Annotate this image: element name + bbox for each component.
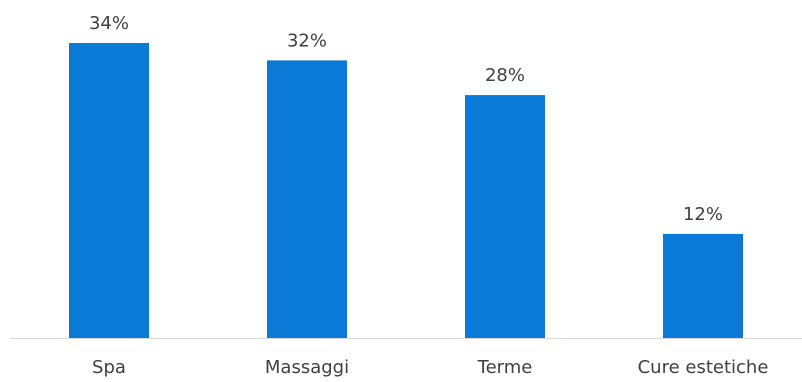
value-label-cure-estetiche: 12%	[683, 204, 723, 225]
value-label-spa: 34%	[89, 13, 129, 34]
bars-group	[69, 43, 743, 339]
value-labels-group: 34% 32% 28% 12%	[89, 13, 723, 225]
value-label-terme: 28%	[485, 65, 525, 86]
bar-spa	[69, 43, 149, 338]
x-tick-label-massaggi: Massaggi	[265, 357, 349, 378]
x-tick-label-terme: Terme	[477, 357, 533, 378]
x-tick-labels-group: Spa Massaggi Terme Cure estetiche	[92, 357, 768, 378]
value-label-massaggi: 32%	[287, 30, 327, 51]
x-tick-label-cure-estetiche: Cure estetiche	[638, 357, 769, 378]
bar-massaggi	[267, 60, 347, 339]
bar-terme	[465, 95, 545, 338]
x-tick-label-spa: Spa	[92, 357, 126, 378]
bar-cure-estetiche	[663, 233, 743, 338]
